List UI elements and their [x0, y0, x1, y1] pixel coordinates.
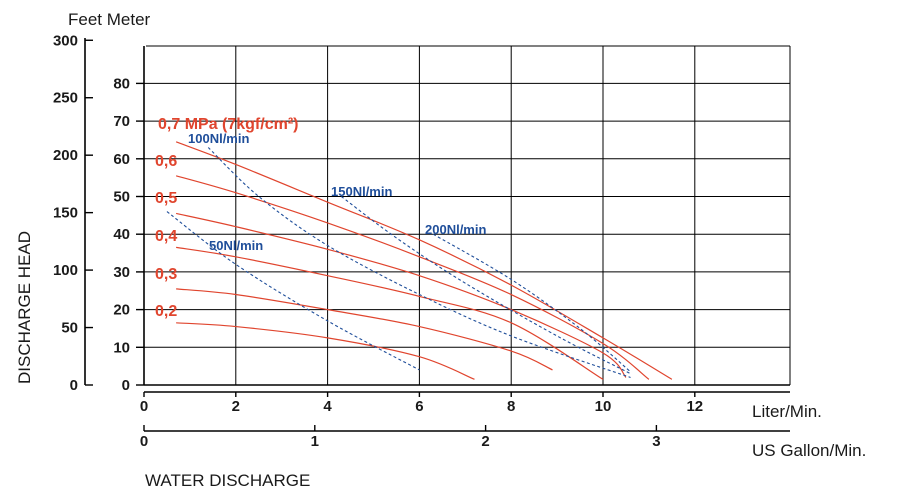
y-meter-tick-label: 40	[113, 226, 130, 243]
x-liter-tick-label: 4	[323, 398, 332, 415]
air-curve-6	[207, 147, 631, 378]
y-meter-tick-label: 60	[113, 151, 130, 168]
air-curve-8	[432, 233, 631, 373]
series-label-150nl: 150Nl/min	[331, 184, 392, 199]
series-label-0-5: 0,5	[155, 190, 177, 207]
x-liter-tick-label: 12	[686, 398, 703, 415]
series-label-200nl: 200Nl/min	[425, 222, 486, 237]
pressure-curve-4	[176, 288, 553, 371]
x-liter-tick-label: 0	[140, 398, 148, 415]
y-feet-tick-label: 200	[53, 147, 78, 164]
y-unit-header: Feet Meter	[68, 10, 151, 29]
series-label-0-6: 0,6	[155, 153, 177, 170]
x-gallon-tick-label: 2	[481, 433, 489, 450]
y-meter-tick-label: 0	[122, 377, 130, 394]
x-gallon-tick-label: 1	[311, 433, 319, 450]
y-feet-tick-label: 0	[70, 377, 78, 394]
pressure-curve-5	[176, 322, 475, 380]
y-feet-tick-label: 100	[53, 262, 78, 279]
series-label-0-4: 0,4	[155, 228, 177, 245]
y-meter-tick-label: 30	[113, 264, 130, 281]
pressure-curve-3	[176, 246, 604, 380]
x-liter-tick-label: 6	[415, 398, 423, 415]
y-feet-tick-label: 50	[61, 320, 78, 337]
x-axis-unit-liter: Liter/Min.	[752, 402, 822, 421]
pressure-curve-1	[175, 175, 650, 380]
series-label-100nl: 100Nl/min	[188, 131, 249, 146]
axes	[84, 38, 790, 432]
y-meter-tick-label: 70	[113, 113, 130, 130]
y-feet-tick-label: 250	[53, 90, 78, 107]
y-meter-tick-label: 10	[113, 339, 130, 356]
air-curve-9	[166, 211, 420, 371]
y-meter-tick-label: 80	[113, 75, 130, 92]
x-axis-unit-gallon: US Gallon/Min.	[752, 441, 866, 460]
series-label-50nl: 50Nl/min	[209, 238, 263, 253]
curves	[166, 141, 673, 380]
y-feet-tick-label: 300	[53, 32, 78, 49]
series-label-0-2: 0,2	[155, 303, 177, 320]
x-liter-tick-label: 10	[595, 398, 612, 415]
x-gallon-tick-label: 3	[652, 433, 660, 450]
x-gallon-tick-label: 0	[140, 433, 148, 450]
x-liter-tick-label: 2	[232, 398, 240, 415]
grid-lines	[144, 45, 791, 385]
series-label-0-3: 0,3	[155, 266, 177, 283]
y-feet-tick-label: 150	[53, 205, 78, 222]
x-liter-tick-label: 8	[507, 398, 515, 415]
y-axis-title: DISCHARGE HEAD	[15, 231, 34, 384]
y-meter-tick-label: 20	[113, 302, 130, 319]
air-curve-7	[341, 196, 631, 375]
x-axis-title: WATER DISCHARGE	[145, 471, 310, 490]
pressure-curve-2	[176, 212, 627, 378]
series-label-0-7mpa: 0,7 MPa (7kgf/cm²)	[158, 116, 298, 133]
pressure-curve-0	[175, 141, 673, 380]
y-meter-tick-label: 50	[113, 189, 130, 206]
